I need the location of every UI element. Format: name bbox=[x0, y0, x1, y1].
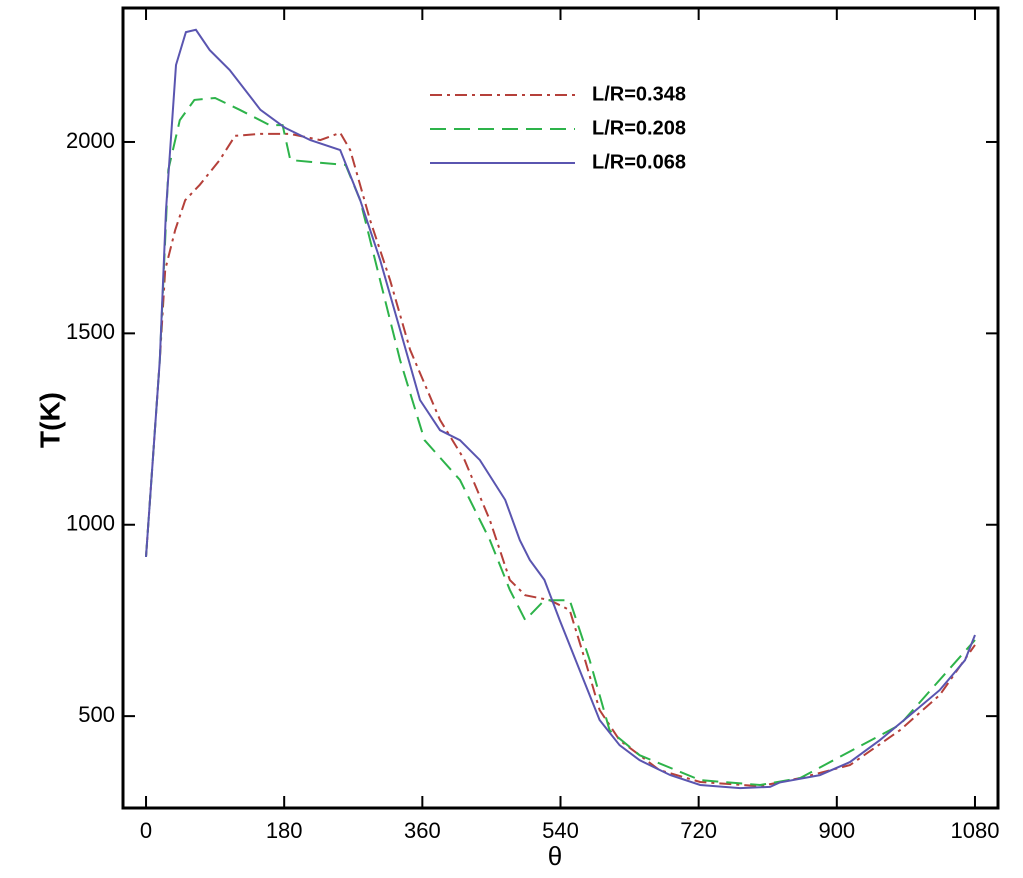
x-tick-label: 720 bbox=[680, 818, 717, 843]
y-tick-label: 1500 bbox=[66, 319, 115, 344]
series-line bbox=[145, 96, 976, 787]
x-tick-label: 540 bbox=[542, 818, 579, 843]
legend-label: L/R=0.348 bbox=[592, 83, 686, 105]
legend-label: L/R=0.068 bbox=[592, 151, 686, 173]
x-tick-label: 900 bbox=[818, 818, 855, 843]
x-tick-label: 360 bbox=[404, 818, 441, 843]
x-tick-label: 1080 bbox=[950, 818, 999, 843]
y-tick-label: 1000 bbox=[66, 511, 115, 536]
x-tick-label: 0 bbox=[140, 818, 152, 843]
y-tick-label: 500 bbox=[78, 702, 115, 727]
series-line bbox=[145, 131, 976, 788]
x-tick-label: 180 bbox=[266, 818, 303, 843]
series-line bbox=[145, 28, 976, 790]
y-axis-label: T(K) bbox=[34, 392, 65, 448]
y-tick-label: 2000 bbox=[66, 128, 115, 153]
legend-label: L/R=0.208 bbox=[592, 117, 686, 139]
x-axis-label: θ bbox=[548, 841, 562, 871]
